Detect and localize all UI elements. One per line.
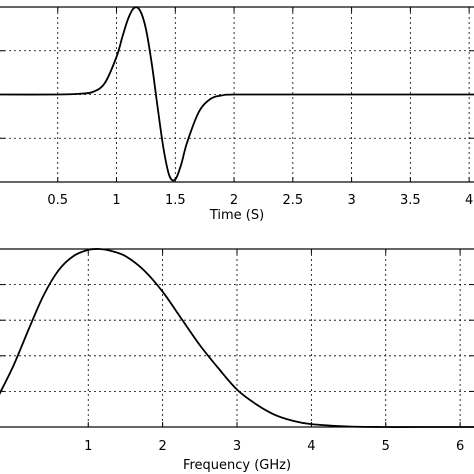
top-axes-frame <box>0 6 474 183</box>
top-x-tick-labels: 0.5 1 1.5 2 2.5 3 3.5 4 <box>47 193 473 208</box>
bottom-x-tick-label: 6 <box>456 439 464 454</box>
bottom-x-tick-label: 2 <box>158 439 166 454</box>
bottom-tick-marks <box>0 248 474 428</box>
bottom-x-tick-label: 4 <box>307 439 315 454</box>
top-x-tick-label: 1.5 <box>165 193 186 208</box>
top-x-tick-label: 2 <box>230 193 238 208</box>
bottom-x-axis-label: Frequency (GHz) <box>183 458 291 473</box>
top-x-tick-label: 0.5 <box>47 193 68 208</box>
top-x-tick-label: 2.5 <box>282 193 303 208</box>
bottom-x-tick-label: 3 <box>233 439 241 454</box>
top-x-tick-label: 3 <box>347 193 355 208</box>
bottom-grid <box>0 249 474 427</box>
bottom-x-tick-label: 1 <box>84 439 92 454</box>
top-pulse-curve <box>0 6 474 182</box>
top-tick-marks <box>0 6 474 183</box>
bottom-spectrum-curve <box>0 248 474 428</box>
top-x-tick-label: 1 <box>112 193 120 208</box>
top-x-axis-label: Time (S) <box>209 208 264 223</box>
top-x-tick-label: 4 <box>465 193 473 208</box>
top-x-tick-label: 3.5 <box>400 193 421 208</box>
frequency-domain-plot: 1 2 3 4 5 6 Frequency (GHz) <box>0 248 474 473</box>
time-domain-plot: 0.5 1 1.5 2 2.5 3 3.5 4 Time (S) <box>0 6 474 223</box>
bottom-x-tick-label: 5 <box>382 439 390 454</box>
bottom-x-tick-labels: 1 2 3 4 5 6 <box>84 439 464 454</box>
